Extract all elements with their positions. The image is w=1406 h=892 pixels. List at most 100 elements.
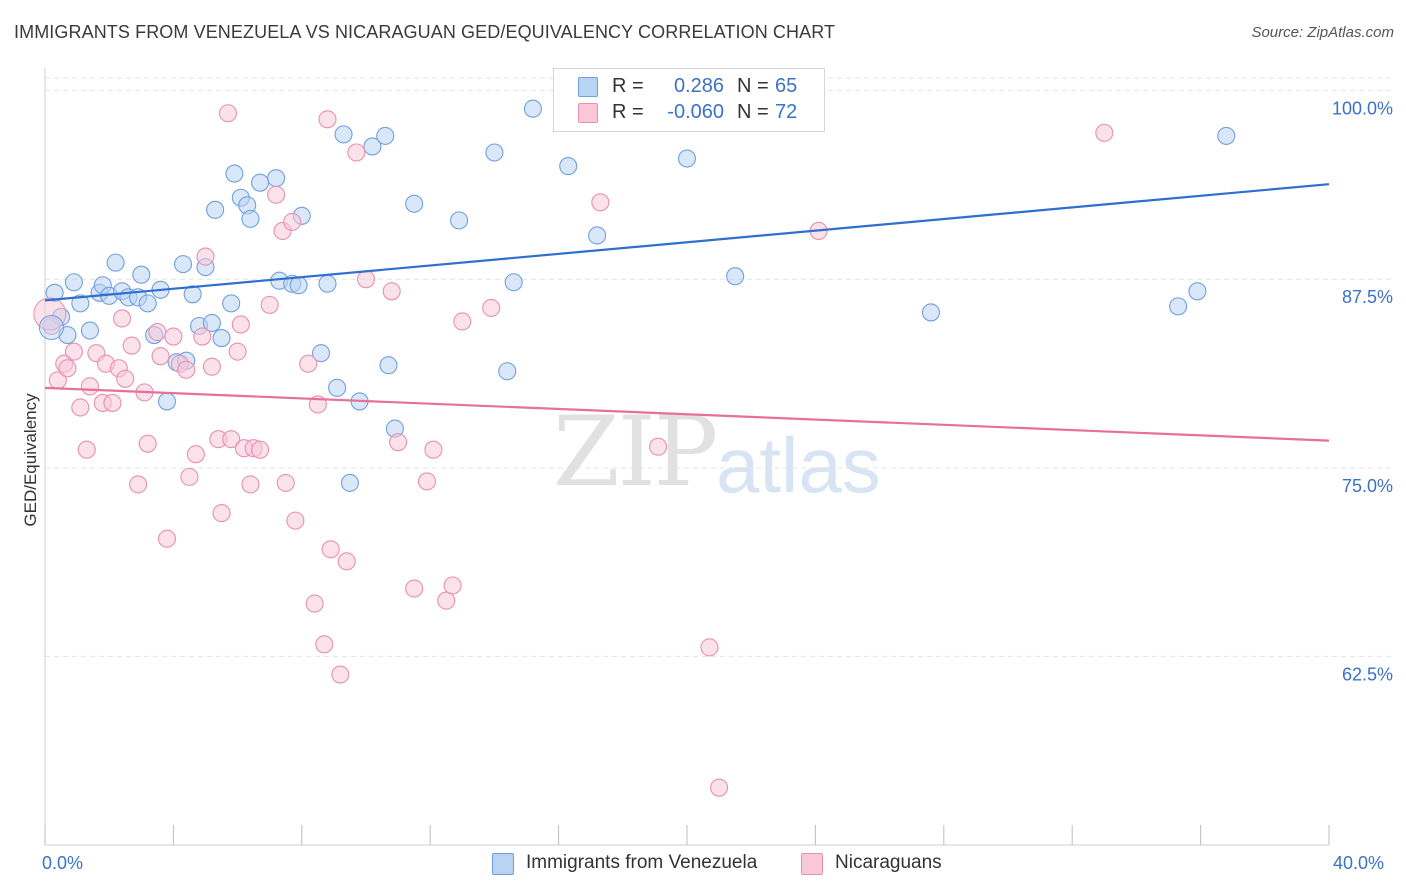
nicaraguan-point [276,473,295,492]
venezuela-point [498,362,517,381]
legend-label-venezuela: Immigrants from Venezuela [526,852,758,873]
venezuela-point [559,157,578,176]
nicaraguan-point [382,282,401,301]
legend-swatch-blue [578,77,598,97]
venezuela-point [328,378,347,397]
nicaraguan-point [148,322,167,342]
nicaraguan-point [700,638,719,657]
nicaraguan-point [80,377,99,396]
nicaraguan-point [318,110,337,129]
venezuela-point [726,267,745,286]
nicaraguan-point [122,336,141,355]
legend-n-label: N = [737,75,769,97]
nicaraguan-point [212,504,231,523]
watermark-atlas: atlas [716,421,881,509]
nicaraguan-point [283,212,302,231]
venezuela-point [183,285,202,304]
y-axis-label: GED/Equivalency [21,393,40,527]
venezuela-point [1169,297,1188,316]
venezuela-point [379,356,398,375]
venezuela-point [340,473,360,492]
nicaraguan-point [186,445,205,464]
nicaraguan-point [649,437,668,456]
legend-r-label: R = [612,75,644,97]
nicaraguan-point [231,315,250,334]
venezuela-point [64,273,83,292]
nicaraguan-point [129,475,148,494]
nicaraguan-point [260,295,279,314]
nicaraguan-point [710,778,729,797]
nicaraguan-point [482,298,501,317]
venezuela-point [677,149,697,168]
nicaraguan-point [116,369,135,388]
nicaraguan-point [138,434,157,453]
venezuela-trendline [44,183,1330,302]
venezuela-point [318,274,337,293]
venezuela-point [523,99,542,118]
nicaraguan-point [299,354,318,373]
venezuela-point [173,255,193,274]
venezuela-point [38,315,64,341]
x-tick-label-max: 40.0% [1333,853,1385,873]
nicaraguan-point [33,297,67,331]
venezuela-point [202,313,221,333]
nicaraguan-point [180,467,199,486]
venezuela-point [405,194,424,213]
legend-n-value: 72 [775,101,798,123]
x-tick-label-min: 0.0% [42,853,84,873]
venezuela-point [106,253,125,272]
nicaraguan-point [424,440,443,459]
nicaraguan-point [193,327,212,346]
nicaraguan-point [71,398,90,417]
venezuela-point [1188,282,1207,301]
nicaraguan-point [405,579,424,598]
legend-r-label: R = [612,101,644,123]
nicaraguan-trendline [44,386,1330,442]
chart-title: IMMIGRANTS FROM VENEZUELA VS NICARAGUAN … [14,22,836,42]
nicaraguan-point [58,359,77,378]
nicaraguan-point [202,357,221,376]
nicaraguan-point [417,472,437,491]
venezuela-point [1217,126,1236,145]
nicaraguan-point [151,347,170,366]
nicaraguan-point [267,185,286,204]
nicaraguan-point [157,529,177,548]
nicaraguan-point [389,433,408,452]
nicaraguan-point [218,104,238,123]
venezuela-point [212,329,231,348]
y-tick-label: 100.0% [1332,99,1393,119]
legend-n-value: 65 [775,75,798,97]
venezuela-point [251,173,270,192]
nicaraguan-point [305,594,324,613]
legend-swatch-pink [578,103,598,123]
nicaraguan-point [286,511,305,530]
venezuela-point [71,294,90,313]
nicaraguan-point [1095,123,1114,142]
legend-swatch-blue [492,853,514,875]
nicaraguan-point [77,440,96,459]
venezuela-point [334,125,353,144]
legend-r-value: 0.286 [673,75,724,97]
nicaraguan-point [356,270,376,289]
venezuela-point [363,137,382,156]
venezuela-point [267,169,286,188]
venezuela-point [588,226,607,245]
nicaraguan-point [222,430,241,449]
venezuela-point [504,273,523,292]
nicaraguan-point [347,143,366,162]
venezuela-point [222,294,241,313]
y-tick-label: 75.0% [1342,476,1393,496]
nicaraguan-point [321,540,340,559]
venezuela-point [157,392,177,411]
venezuela-point [450,211,469,230]
nicaraguan-point [196,247,215,266]
legend-swatch-pink [801,853,823,875]
venezuela-point [485,143,504,162]
venezuela-point [921,303,941,322]
nicaraguan-point [337,552,356,571]
nicaraguan-point [64,342,83,361]
stats-legend: R = 0.286 N = 65 R = -0.060 N = 72 [553,68,825,132]
venezuela-point [225,164,244,183]
nicaraguan-point [443,576,462,595]
